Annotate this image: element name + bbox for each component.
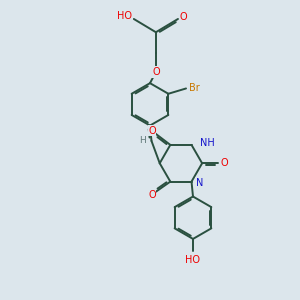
Text: O: O bbox=[179, 12, 187, 22]
Text: O: O bbox=[148, 126, 156, 136]
Text: HO: HO bbox=[117, 11, 132, 21]
Text: O: O bbox=[148, 190, 156, 200]
Text: O: O bbox=[220, 158, 228, 168]
Text: O: O bbox=[152, 67, 160, 77]
Text: HO: HO bbox=[185, 255, 200, 265]
Text: Br: Br bbox=[189, 83, 200, 94]
Text: N: N bbox=[196, 178, 203, 188]
Text: H: H bbox=[139, 136, 145, 146]
Text: NH: NH bbox=[200, 138, 215, 148]
